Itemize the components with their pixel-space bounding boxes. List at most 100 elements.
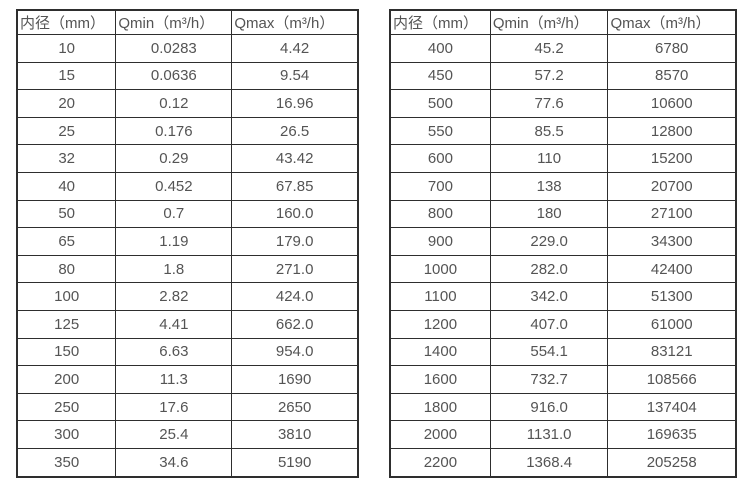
diameter-cell: 450	[389, 61, 491, 91]
qmin-cell: 1.8	[115, 254, 233, 284]
qmin-cell: 11.3	[115, 365, 233, 394]
diameter-cell: 600	[389, 144, 491, 173]
qmin-cell: 77.6	[489, 89, 609, 118]
diameter-cell: 1800	[389, 392, 491, 422]
diameter-cell: 125	[16, 309, 117, 339]
diameter-cell: 1600	[389, 365, 491, 394]
qmax-cell: 20700	[607, 171, 737, 201]
qmin-cell: 229.0	[489, 227, 609, 256]
diameter-cell: 500	[389, 89, 491, 118]
table-row: 350 34.6 5190	[16, 447, 359, 478]
table-row: 15 0.0636 9.54	[16, 61, 359, 91]
table-row: 1200 407.0 61000	[389, 309, 737, 339]
col-header-qmax: Qmax（m³/h）	[231, 9, 359, 35]
table-row: 40 0.452 67.85	[16, 171, 359, 201]
table-row: 450 57.2 8570	[389, 61, 737, 91]
table-row: 100 2.82 424.0	[16, 282, 359, 311]
table-row: 125 4.41 662.0	[16, 309, 359, 339]
qmax-cell: 3810	[231, 420, 359, 449]
diameter-cell: 100	[16, 282, 117, 311]
diameter-cell: 400	[389, 34, 491, 63]
qmin-cell: 0.29	[115, 144, 233, 173]
table-row: 700 138 20700	[389, 171, 737, 201]
qmax-cell: 67.85	[231, 171, 359, 201]
qmax-cell: 42400	[607, 254, 737, 284]
table-row: 50 0.7 160.0	[16, 199, 359, 229]
qmin-cell: 0.452	[115, 171, 233, 201]
table-row: 1600 732.7 108566	[389, 365, 737, 394]
diameter-cell: 1400	[389, 337, 491, 367]
col-header-diameter: 内径（mm）	[389, 9, 491, 35]
qmax-cell: 10600	[607, 89, 737, 118]
table-row: 1100 342.0 51300	[389, 282, 737, 311]
table-row: 500 77.6 10600	[389, 89, 737, 118]
diameter-cell: 1200	[389, 309, 491, 339]
table-row: 1400 554.1 83121	[389, 337, 737, 367]
diameter-cell: 300	[16, 420, 117, 449]
diameter-cell: 900	[389, 227, 491, 256]
qmax-cell: 662.0	[231, 309, 359, 339]
table-row: 32 0.29 43.42	[16, 144, 359, 173]
qmin-cell: 0.12	[115, 89, 233, 118]
qmin-cell: 407.0	[489, 309, 609, 339]
table-row: 2200 1368.4 205258	[389, 447, 737, 478]
qmax-cell: 137404	[607, 392, 737, 422]
table-row: 1000 282.0 42400	[389, 254, 737, 284]
table-row: 150 6.63 954.0	[16, 337, 359, 367]
table-row: 2000 1131.0 169635	[389, 420, 737, 449]
qmin-cell: 4.41	[115, 309, 233, 339]
qmin-cell: 1131.0	[489, 420, 609, 449]
qmax-cell: 16.96	[231, 89, 359, 118]
qmax-cell: 51300	[607, 282, 737, 311]
qmax-cell: 12800	[607, 116, 737, 146]
qmin-cell: 0.0636	[115, 61, 233, 91]
qmin-cell: 85.5	[489, 116, 609, 146]
table-row: 800 180 27100	[389, 199, 737, 229]
qmax-cell: 34300	[607, 227, 737, 256]
qmax-cell: 108566	[607, 365, 737, 394]
qmin-cell: 342.0	[489, 282, 609, 311]
flow-spec-table-large-wrap: 内径（mm） Qmin（m³/h） Qmax（m³/h） 400 45.2 6780 45…	[389, 9, 737, 478]
qmax-cell: 8570	[607, 61, 737, 91]
table-row: 300 25.4 3810	[16, 420, 359, 449]
qmax-cell: 9.54	[231, 61, 359, 91]
diameter-cell: 65	[16, 227, 117, 256]
qmax-cell: 26.5	[231, 116, 359, 146]
diameter-cell: 50	[16, 199, 117, 229]
diameter-cell: 350	[16, 447, 117, 478]
qmin-cell: 110	[489, 144, 609, 173]
diameter-cell: 700	[389, 171, 491, 201]
qmax-cell: 6780	[607, 34, 737, 63]
qmax-cell: 2650	[231, 392, 359, 422]
qmin-cell: 6.63	[115, 337, 233, 367]
diameter-cell: 20	[16, 89, 117, 118]
col-header-qmin: Qmin（m³/h）	[115, 9, 233, 35]
table-row: 200 11.3 1690	[16, 365, 359, 394]
qmax-cell: 43.42	[231, 144, 359, 173]
diameter-cell: 40	[16, 171, 117, 201]
header-row: 内径（mm） Qmin（m³/h） Qmax（m³/h）	[16, 9, 359, 35]
diameter-cell: 15	[16, 61, 117, 91]
qmin-cell: 2.82	[115, 282, 233, 311]
qmax-cell: 169635	[607, 420, 737, 449]
diameter-cell: 2200	[389, 447, 491, 478]
qmin-cell: 732.7	[489, 365, 609, 394]
qmin-cell: 17.6	[115, 392, 233, 422]
diameter-cell: 200	[16, 365, 117, 394]
qmin-cell: 282.0	[489, 254, 609, 284]
col-header-qmax: Qmax（m³/h）	[607, 9, 737, 35]
flow-spec-table-large: 内径（mm） Qmin（m³/h） Qmax（m³/h） 400 45.2 6780 45…	[389, 9, 737, 478]
table-row: 400 45.2 6780	[389, 34, 737, 63]
header-row: 内径（mm） Qmin（m³/h） Qmax（m³/h）	[389, 9, 737, 35]
qmin-cell: 138	[489, 171, 609, 201]
qmin-cell: 916.0	[489, 392, 609, 422]
col-header-qmin: Qmin（m³/h）	[489, 9, 609, 35]
table-row: 25 0.176 26.5	[16, 116, 359, 146]
qmax-cell: 179.0	[231, 227, 359, 256]
diameter-cell: 2000	[389, 420, 491, 449]
qmax-cell: 160.0	[231, 199, 359, 229]
qmax-cell: 83121	[607, 337, 737, 367]
table-row: 1800 916.0 137404	[389, 392, 737, 422]
table-row: 80 1.8 271.0	[16, 254, 359, 284]
table-row: 65 1.19 179.0	[16, 227, 359, 256]
